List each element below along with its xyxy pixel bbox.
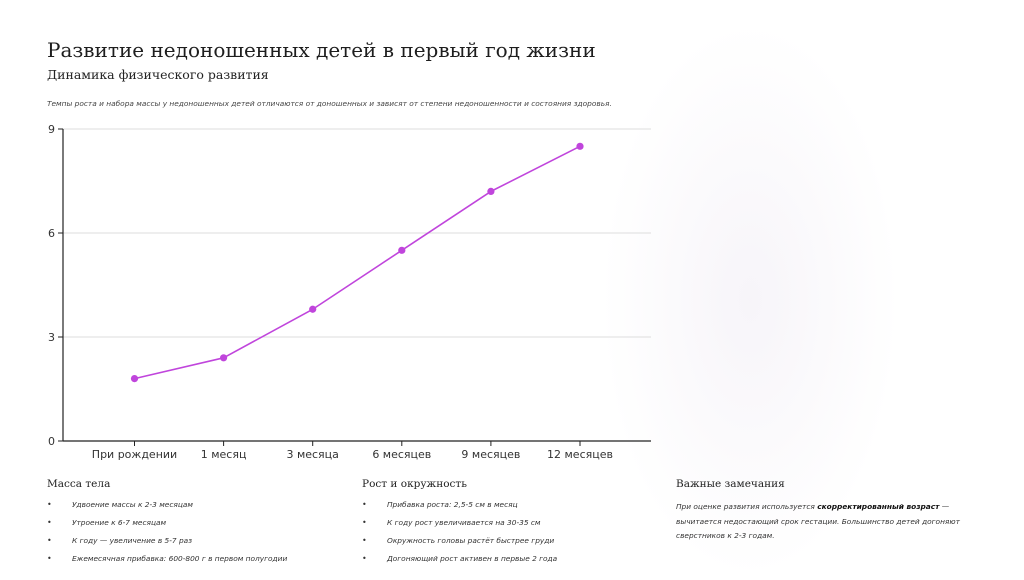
page-subtitle: Динамика физического развития [47, 67, 269, 82]
notes-text: При оценке развития используется скоррек… [676, 500, 981, 544]
mass-section: Масса тела Удвоение массы к 2-3 месяцам … [47, 478, 287, 572]
corrected-age-term: скорректированный возраст [817, 502, 940, 511]
data-point [130, 375, 139, 383]
series-line [134, 145, 581, 380]
notes-text-before: При оценке развития используется [676, 502, 818, 511]
y-tick-label: 3 [48, 331, 55, 344]
y-tick-label: 6 [48, 227, 55, 240]
chart-description: Темпы роста и набора массы у недоношенны… [47, 99, 612, 108]
notes-section: Важные замечания При оценке развития исп… [676, 478, 981, 544]
growth-list: Прибавка роста: 2,5-5 см в месяц К году … [362, 500, 557, 572]
list-item: Прибавка роста: 2,5-5 см в месяц [362, 500, 557, 518]
notes-heading: Важные замечания [676, 478, 785, 490]
y-tick-label: 9 [48, 123, 55, 136]
x-tick-label: 3 месяца [286, 448, 338, 461]
x-tick-label: 12 месяцев [547, 448, 613, 461]
x-tick-label: 6 месяцев [372, 448, 431, 461]
background-decoration [600, 20, 900, 580]
data-point [220, 354, 228, 362]
growth-heading: Рост и окружность [362, 478, 467, 490]
list-item: К году — увеличение в 5-7 раз [47, 536, 287, 554]
x-tick-label: При рождении [92, 448, 177, 461]
data-point [309, 305, 317, 313]
data-point [576, 142, 584, 150]
list-item: Догоняющий рост активен в первые 2 года [362, 554, 557, 572]
list-item: Ежемесячная прибавка: 600-800 г в первом… [47, 554, 287, 572]
list-item: К году рост увеличивается на 30-35 см [362, 518, 557, 536]
page-title: Развитие недоношенных детей в первый год… [47, 38, 596, 62]
mass-heading: Масса тела [47, 478, 111, 490]
growth-line-chart: 0 3 6 9 При рождении 1 месяц 3 месяца 6 месяцев… [48, 123, 651, 461]
notes-text-after: — вычитается недостающий срок гестации. … [676, 502, 960, 540]
data-point [398, 246, 406, 254]
growth-section: Рост и окружность Прибавка роста: 2,5-5 … [362, 478, 557, 572]
list-item: Утроение к 6-7 месяцам [47, 518, 287, 536]
x-tick-label: 9 месяцев [461, 448, 520, 461]
data-point [487, 187, 495, 195]
list-item: Удвоение массы к 2-3 месяцам [47, 500, 287, 518]
list-item: Окружность головы растёт быстрее груди [362, 536, 557, 554]
y-tick-label: 0 [48, 435, 55, 448]
mass-list: Удвоение массы к 2-3 месяцам Утроение к … [47, 500, 287, 572]
x-tick-label: 1 месяц [201, 448, 247, 461]
